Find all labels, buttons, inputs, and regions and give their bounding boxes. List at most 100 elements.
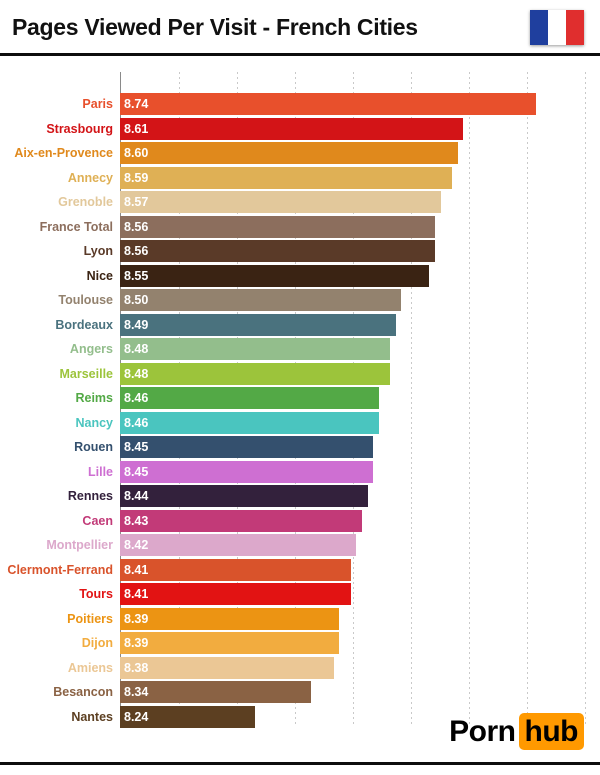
bar: 8.59 — [120, 166, 452, 189]
bar: 8.42 — [120, 534, 357, 557]
bar-track: 8.24 — [120, 705, 570, 728]
bar: 8.74 — [120, 93, 537, 116]
bar: 8.45 — [120, 436, 374, 459]
pornhub-logo: Porn hub — [449, 713, 584, 750]
bar-chart: Paris 8.74 Strasbourg 8.61 Aix-en-Provence 8.… — [0, 56, 600, 729]
bar-track: 8.38 — [120, 656, 570, 679]
value-label: 8.60 — [124, 146, 149, 161]
bar: 8.50 — [120, 289, 402, 312]
bar-track: 8.59 — [120, 166, 570, 189]
value-label: 8.44 — [124, 489, 149, 504]
value-label: 8.74 — [124, 97, 149, 112]
bar-track: 8.42 — [120, 534, 570, 557]
gridline — [469, 72, 470, 727]
category-label: France Total — [39, 219, 113, 234]
category-label: Annecy — [67, 170, 113, 185]
value-label: 8.34 — [124, 685, 149, 700]
category-label: Clermont-Ferrand — [7, 562, 113, 577]
bar: 8.43 — [120, 509, 362, 532]
bar: 8.24 — [120, 705, 255, 728]
category-label: Poitiers — [67, 611, 113, 626]
bar-row: Lille 8.45 — [0, 460, 585, 485]
value-label: 8.59 — [124, 170, 149, 185]
category-label: Marseille — [59, 366, 113, 381]
bar-track: 8.49 — [120, 313, 570, 336]
bar: 8.44 — [120, 485, 368, 508]
value-label: 8.48 — [124, 342, 149, 357]
bar: 8.49 — [120, 313, 396, 336]
category-label: Bordeaux — [55, 317, 113, 332]
bar: 8.38 — [120, 656, 334, 679]
bar: 8.46 — [120, 411, 379, 434]
bar-row: Clermont-Ferrand 8.41 — [0, 558, 585, 583]
bar-row: Annecy 8.59 — [0, 166, 585, 191]
category-label: Lille — [87, 464, 113, 479]
bar-track: 8.74 — [120, 93, 570, 116]
category-label: Caen — [82, 513, 113, 528]
category-label: Paris — [82, 97, 113, 112]
bar-row: France Total 8.56 — [0, 215, 585, 240]
value-label: 8.45 — [124, 440, 149, 455]
value-label: 8.39 — [124, 636, 149, 651]
flag-stripe-white — [548, 9, 566, 45]
flag-stripe-blue — [530, 9, 548, 45]
bar-track: 8.39 — [120, 607, 570, 630]
value-label: 8.41 — [124, 587, 149, 602]
bar-track: 8.44 — [120, 485, 570, 508]
bar-track: 8.61 — [120, 117, 570, 140]
value-label: 8.42 — [124, 538, 149, 553]
french-flag-icon — [530, 9, 584, 45]
logo-part-porn: Porn — [449, 714, 516, 748]
bar-row: Poitiers 8.39 — [0, 607, 585, 632]
bar: 8.61 — [120, 117, 464, 140]
category-label: Montpellier — [46, 538, 113, 553]
bar-track: 8.41 — [120, 583, 570, 606]
category-label: Nancy — [75, 415, 113, 430]
logo-part-hub: hub — [518, 713, 584, 750]
bar-row: Dijon 8.39 — [0, 631, 585, 656]
bar-rows: Paris 8.74 Strasbourg 8.61 Aix-en-Provence 8.… — [0, 92, 585, 729]
value-label: 8.48 — [124, 366, 149, 381]
bar-track: 8.46 — [120, 387, 570, 410]
category-label: Nice — [86, 268, 113, 283]
bar-row: Grenoble 8.57 — [0, 190, 585, 215]
bar: 8.55 — [120, 264, 430, 287]
bar-row: Montpellier 8.42 — [0, 533, 585, 558]
bar-track: 8.48 — [120, 362, 570, 385]
value-label: 8.55 — [124, 268, 149, 283]
category-label: Lyon — [83, 244, 113, 259]
category-label: Nantes — [71, 709, 113, 724]
bar-track: 8.57 — [120, 191, 570, 214]
bar-track: 8.56 — [120, 215, 570, 238]
gridline — [527, 72, 528, 727]
bar-row: Aix-en-Provence 8.60 — [0, 141, 585, 166]
bar-row: Marseille 8.48 — [0, 362, 585, 387]
bar-track: 8.60 — [120, 142, 570, 165]
value-label: 8.45 — [124, 464, 149, 479]
bar-row: Bordeaux 8.49 — [0, 313, 585, 338]
value-label: 8.43 — [124, 513, 149, 528]
bar-row: Strasbourg 8.61 — [0, 117, 585, 142]
bar: 8.56 — [120, 240, 435, 263]
bar-track: 8.48 — [120, 338, 570, 361]
bar: 8.60 — [120, 142, 458, 165]
bar-row: Rennes 8.44 — [0, 484, 585, 509]
category-label: Aix-en-Provence — [14, 146, 113, 161]
value-label: 8.38 — [124, 660, 149, 675]
bar: 8.41 — [120, 558, 351, 581]
bar-row: Caen 8.43 — [0, 509, 585, 534]
category-label: Angers — [69, 342, 113, 357]
gridline — [585, 72, 586, 727]
category-label: Grenoble — [58, 195, 113, 210]
bar-row: Nancy 8.46 — [0, 411, 585, 436]
bar-row: Reims 8.46 — [0, 386, 585, 411]
bar-track: 8.50 — [120, 289, 570, 312]
bar-row: Angers 8.48 — [0, 337, 585, 362]
bar: 8.41 — [120, 583, 351, 606]
category-label: Reims — [75, 391, 113, 406]
bar: 8.48 — [120, 362, 390, 385]
page-title: Pages Viewed Per Visit - French Cities — [12, 13, 418, 40]
category-label: Rouen — [74, 440, 113, 455]
bar-track: 8.46 — [120, 411, 570, 434]
